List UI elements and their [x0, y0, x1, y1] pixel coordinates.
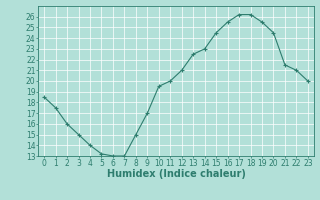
X-axis label: Humidex (Indice chaleur): Humidex (Indice chaleur): [107, 169, 245, 179]
